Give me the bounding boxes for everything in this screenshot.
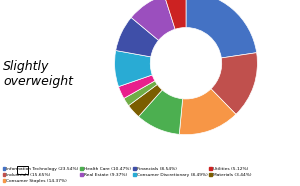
- Wedge shape: [128, 84, 162, 117]
- Text: Slightly
overweight: Slightly overweight: [3, 60, 73, 88]
- Wedge shape: [118, 75, 155, 98]
- Wedge shape: [139, 90, 183, 134]
- Wedge shape: [124, 81, 157, 106]
- Wedge shape: [164, 0, 186, 29]
- Wedge shape: [131, 0, 175, 40]
- Legend: Information Technology (23.54%), Industrials (15.65%), Consumer Staples (14.37%): Information Technology (23.54%), Industr…: [2, 166, 252, 184]
- Wedge shape: [211, 53, 257, 114]
- Wedge shape: [116, 17, 159, 57]
- Wedge shape: [179, 89, 236, 135]
- Wedge shape: [115, 51, 152, 87]
- Wedge shape: [186, 0, 256, 58]
